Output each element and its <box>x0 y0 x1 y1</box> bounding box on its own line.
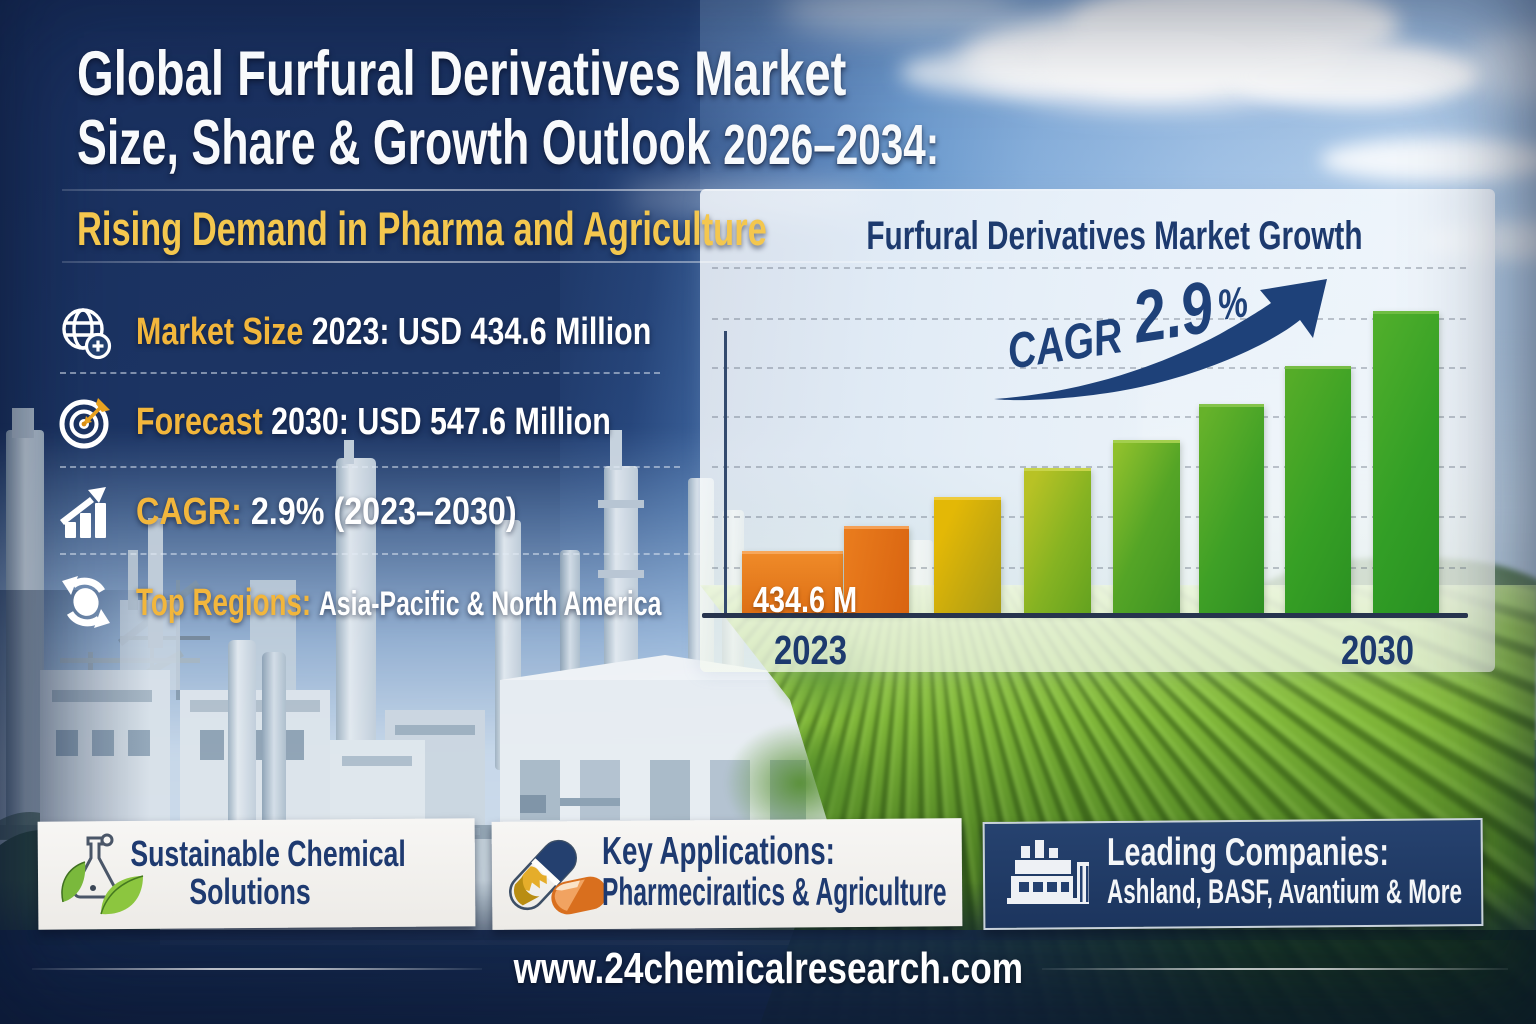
svg-text:CAGR: CAGR <box>1004 306 1126 379</box>
svg-text:2.9: 2.9 <box>1126 266 1219 359</box>
svg-text:%: % <box>1214 278 1251 330</box>
